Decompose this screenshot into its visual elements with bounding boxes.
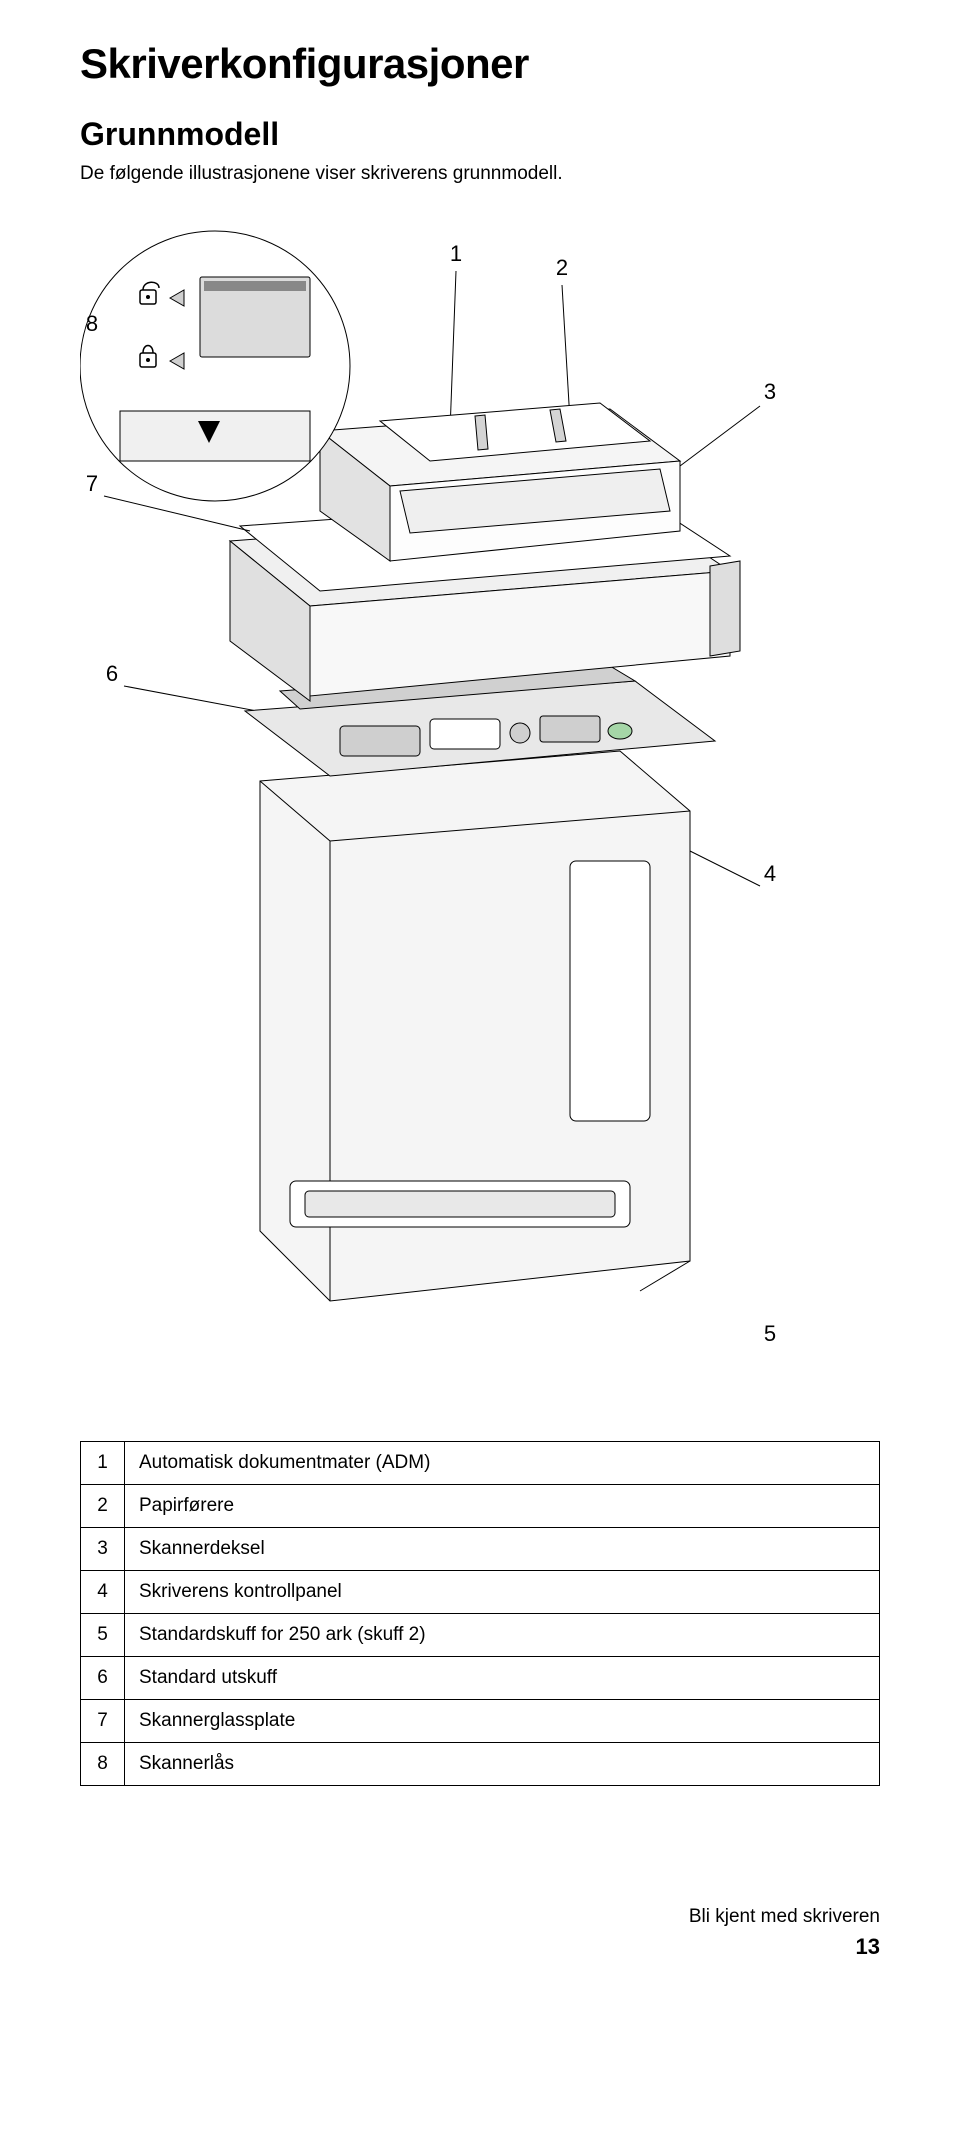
part-label: Standard utskuff bbox=[125, 1657, 880, 1700]
table-row: 3Skannerdeksel bbox=[81, 1528, 880, 1571]
part-number: 7 bbox=[81, 1700, 125, 1743]
callout-7: 7 bbox=[80, 471, 104, 497]
callout-2: 2 bbox=[550, 255, 574, 281]
part-number: 5 bbox=[81, 1614, 125, 1657]
part-label: Skannerglassplate bbox=[125, 1700, 880, 1743]
part-label: Standardskuff for 250 ark (skuff 2) bbox=[125, 1614, 880, 1657]
page-number: 13 bbox=[80, 1934, 880, 1960]
callout-1: 1 bbox=[444, 241, 468, 267]
intro-paragraph: De følgende illustrasjonene viser skrive… bbox=[80, 163, 880, 185]
part-label: Skannerdeksel bbox=[125, 1528, 880, 1571]
part-number: 2 bbox=[81, 1485, 125, 1528]
part-label: Skannerlås bbox=[125, 1743, 880, 1786]
part-label: Papirførere bbox=[125, 1485, 880, 1528]
callout-8: 8 bbox=[80, 311, 104, 337]
footer-section-title: Bli kjent med skriveren bbox=[80, 1906, 880, 1928]
callout-4: 4 bbox=[758, 861, 782, 887]
table-row: 2Papirførere bbox=[81, 1485, 880, 1528]
part-label: Automatisk dokumentmater (ADM) bbox=[125, 1442, 880, 1485]
parts-table: 1Automatisk dokumentmater (ADM)2Papirfør… bbox=[80, 1441, 880, 1786]
part-number: 6 bbox=[81, 1657, 125, 1700]
part-number: 4 bbox=[81, 1571, 125, 1614]
callout-5: 5 bbox=[758, 1321, 782, 1347]
parts-table-wrap: 1Automatisk dokumentmater (ADM)2Papirfør… bbox=[80, 1441, 880, 1786]
table-row: 5Standardskuff for 250 ark (skuff 2) bbox=[81, 1614, 880, 1657]
table-row: 6Standard utskuff bbox=[81, 1657, 880, 1700]
part-number: 8 bbox=[81, 1743, 125, 1786]
table-row: 4Skriverens kontrollpanel bbox=[81, 1571, 880, 1614]
part-number: 1 bbox=[81, 1442, 125, 1485]
page-title: Skriverkonfigurasjoner bbox=[80, 40, 880, 88]
callout-6: 6 bbox=[100, 661, 124, 687]
part-label: Skriverens kontrollpanel bbox=[125, 1571, 880, 1614]
callout-3: 3 bbox=[758, 379, 782, 405]
part-number: 3 bbox=[81, 1528, 125, 1571]
page-subtitle: Grunnmodell bbox=[80, 116, 880, 153]
table-row: 7Skannerglassplate bbox=[81, 1700, 880, 1743]
printer-diagram: 1 2 3 4 5 6 7 8 bbox=[80, 221, 880, 1401]
table-row: 8Skannerlås bbox=[81, 1743, 880, 1786]
table-row: 1Automatisk dokumentmater (ADM) bbox=[81, 1442, 880, 1485]
